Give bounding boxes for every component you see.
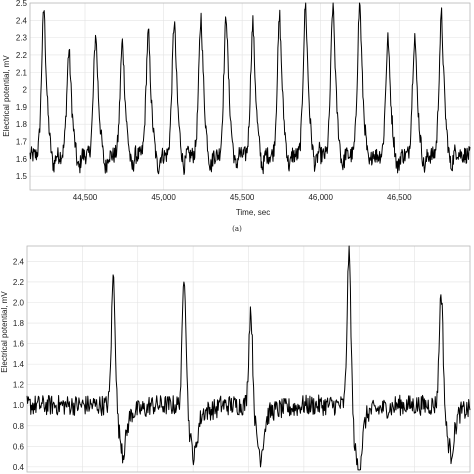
chart-a-y-tick-label: 2.4 (16, 16, 28, 25)
chart-b-y-tick-label: 0.6 (13, 442, 25, 451)
chart-b-y-tick-label: 1.0 (13, 401, 25, 410)
chart-a-y-tick-label: 1.5 (16, 172, 28, 181)
chart-a-y-ticks: 1.5 1.6 1.7 1.8 1.9 2 2.1 2.2 2.3 2.4 2.5 (16, 0, 28, 181)
chart-b-series-line (26, 245, 471, 471)
chart-b-y-tick-label: 2.4 (13, 257, 25, 266)
chart-b: 0.4 0.6 0.8 1.0 1.2 1.4 1.6 1.8 2.0 2.2 2.4 Electr… (0, 245, 471, 473)
chart-a-y-tick-label: 1.9 (16, 103, 28, 112)
chart-a-x-tick-label: 44,500 (73, 193, 98, 202)
chart-a-y-tick-label: 1.8 (16, 120, 28, 129)
chart-b-y-tick-label: 1.4 (13, 360, 25, 369)
chart-a-y-tick-label: 1.6 (16, 155, 28, 164)
chart-a-y-tick-label: 1.7 (16, 138, 28, 147)
chart-b-plot-frame (26, 245, 471, 473)
chart-a-x-axis-label: Time, sec (236, 208, 270, 217)
chart-a-series-line (29, 2, 471, 175)
chart-a-y-tick-label: 2.2 (16, 51, 28, 60)
chart-a-y-tick-label: 2 (23, 86, 28, 95)
chart-b-y-ticks: 0.4 0.6 0.8 1.0 1.2 1.4 1.6 1.8 2.0 2.2 2.4 (13, 257, 25, 471)
chart-a-x-tick-label: 46,000 (308, 193, 333, 202)
chart-a-y-axis-label: Electrical potential, mV (2, 55, 11, 137)
chart-a-x-tick-label: 45,500 (230, 193, 255, 202)
chart-a-x-ticks: 44,500 45,000 45,500 46,000 46,500 (73, 193, 412, 202)
chart-a-y-tick-label: 2.5 (16, 0, 28, 8)
chart-b-y-tick-label: 1.2 (13, 381, 25, 390)
chart-a-caption: (a) (232, 225, 242, 233)
chart-b-y-tick-label: 1.6 (13, 340, 25, 349)
chart-a: 1.5 1.6 1.7 1.8 1.9 2 2.1 2.2 2.3 2.4 2.5 44,500 45… (2, 0, 471, 233)
chart-a-y-tick-label: 2.1 (16, 68, 28, 77)
chart-a-x-tick-label: 46,500 (387, 193, 412, 202)
chart-b-y-tick-label: 1.8 (13, 319, 25, 328)
chart-b-y-tick-label: 0.4 (13, 463, 25, 472)
chart-b-y-axis-label: Electrical potential, mV (0, 291, 9, 373)
chart-b-y-tick-label: 2.2 (13, 278, 25, 287)
chart-b-y-tick-label: 2.0 (13, 299, 25, 308)
chart-b-y-tick-label: 0.8 (13, 422, 25, 431)
chart-a-y-tick-label: 2.3 (16, 34, 28, 43)
chart-a-x-tick-label: 45,000 (151, 193, 176, 202)
chart-a-plot-frame (29, 2, 471, 191)
